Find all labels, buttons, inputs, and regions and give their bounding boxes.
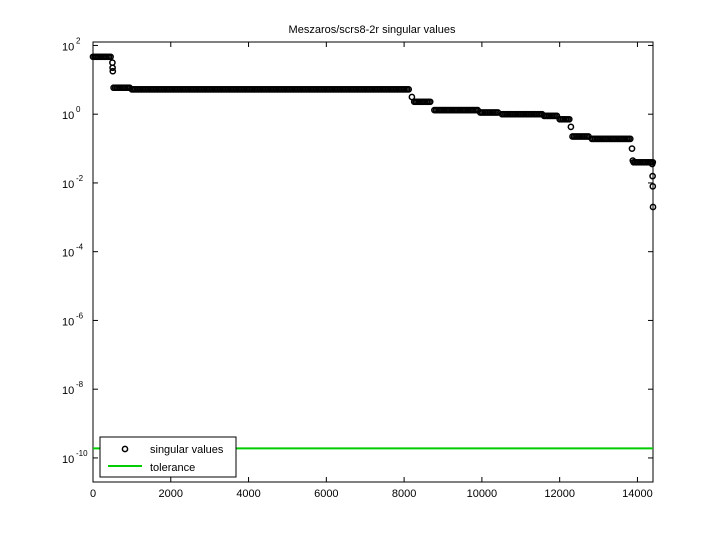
- y-tick-exponent: -4: [76, 243, 84, 252]
- chart-title: Meszaros/scrs8-2r singular values: [289, 24, 456, 36]
- singular-value-point: [109, 67, 117, 75]
- singular-value-point: [405, 86, 413, 93]
- x-tick-label: 6000: [314, 488, 338, 500]
- singular-value-point: [649, 172, 656, 180]
- singular-value-point: [109, 64, 116, 72]
- singular-value-point: [648, 160, 656, 168]
- plot-area: [89, 53, 657, 450]
- y-tick-exponent: -8: [76, 380, 84, 389]
- legend-box: [99, 436, 237, 478]
- y-tick-label: 10: [62, 41, 74, 53]
- singular-value-point: [426, 98, 434, 106]
- singular-value-point: [107, 53, 114, 61]
- y-tick-label: 10: [62, 385, 74, 397]
- singular-value-point: [628, 145, 636, 152]
- singular-value-point: [626, 135, 634, 143]
- y-tick-exponent: -2: [76, 174, 84, 183]
- y-tick-label: 10: [62, 248, 74, 260]
- x-tick-label: 14000: [622, 488, 653, 500]
- x-tick-label: 0: [90, 488, 96, 500]
- y-tick-exponent: -10: [76, 449, 88, 458]
- x-tick-label: 2000: [159, 488, 183, 500]
- singular-value-point: [649, 183, 657, 190]
- plot-frame: [92, 41, 654, 483]
- singular-value-point: [567, 123, 575, 131]
- legend-label-tolerance: tolerance: [150, 462, 195, 474]
- y-tick-label: 10: [62, 454, 74, 466]
- y-tick-label: 10: [62, 316, 74, 328]
- x-tick-label: 4000: [236, 488, 260, 500]
- x-tick-label: 10000: [467, 488, 498, 500]
- singular-value-point: [649, 203, 657, 211]
- legend-marker-singular-values: [121, 445, 129, 453]
- y-tick-exponent: -6: [76, 311, 84, 320]
- legend: singular values tolerance: [99, 436, 237, 478]
- y-tick-label: 10: [62, 110, 74, 122]
- singular-value-point: [109, 59, 116, 66]
- x-tick-label: 12000: [544, 488, 575, 500]
- singular-value-point: [629, 157, 637, 164]
- legend-label-singular-values: singular values: [150, 444, 224, 456]
- y-tick-exponent: 2: [76, 36, 81, 45]
- singular-value-point: [565, 115, 573, 123]
- singular-value-point: [408, 93, 416, 101]
- x-tick-label: 8000: [392, 488, 416, 500]
- y-tick-label: 10: [62, 179, 74, 191]
- y-tick-exponent: 0: [76, 105, 81, 114]
- x-axis: 0 2000 4000 6000 8000 10000 12000 14000: [90, 42, 653, 500]
